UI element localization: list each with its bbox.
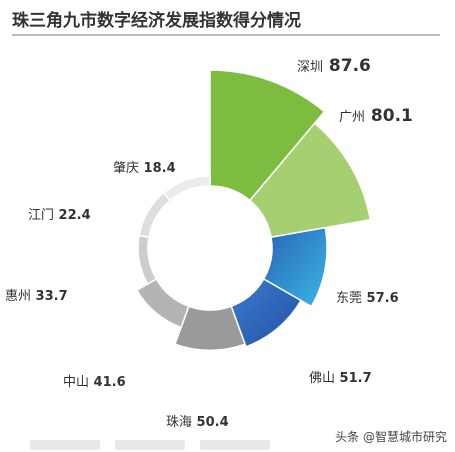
value-label: 50.4 <box>192 415 229 430</box>
watermark: 头条 @智慧城市研究 <box>335 430 447 444</box>
slice-label-9: 肇庆 18.4 <box>113 161 176 176</box>
slice-label-1: 深圳 87.6 <box>297 56 371 76</box>
slice-label-3: 东莞 57.6 <box>336 291 399 306</box>
slice-label-7: 惠州 33.7 <box>5 289 68 304</box>
category-label: 佛山 <box>309 371 335 386</box>
title-divider <box>12 34 440 36</box>
category-label: 广州 <box>339 110 365 125</box>
category-label: 东莞 <box>336 291 362 306</box>
slice-label-5: 珠海 50.4 <box>166 415 229 430</box>
slice-label-8: 江门 22.4 <box>28 208 91 223</box>
slice-label-4: 佛山 51.7 <box>309 371 372 386</box>
slice-2 <box>248 122 372 239</box>
value-label: 18.4 <box>139 161 176 176</box>
slice-label-6: 中山 41.6 <box>63 375 126 390</box>
donut-hole <box>148 186 272 310</box>
value-label: 80.1 <box>365 106 413 126</box>
value-label: 41.6 <box>89 375 126 390</box>
footer-decoration <box>0 436 455 452</box>
category-label: 珠海 <box>166 415 192 430</box>
category-label: 深圳 <box>297 60 323 75</box>
value-label: 87.6 <box>323 56 371 76</box>
chart-title: 珠三角九市数字经济发展指数得分情况 <box>12 11 301 31</box>
value-label: 57.6 <box>362 291 399 306</box>
category-label: 中山 <box>63 375 89 390</box>
category-label: 肇庆 <box>113 161 139 176</box>
value-label: 22.4 <box>54 208 91 223</box>
category-label: 江门 <box>28 208 54 223</box>
value-label: 51.7 <box>335 371 372 386</box>
value-label: 33.7 <box>31 289 68 304</box>
slice-label-2: 广州 80.1 <box>339 106 413 126</box>
category-label: 惠州 <box>5 289 31 304</box>
